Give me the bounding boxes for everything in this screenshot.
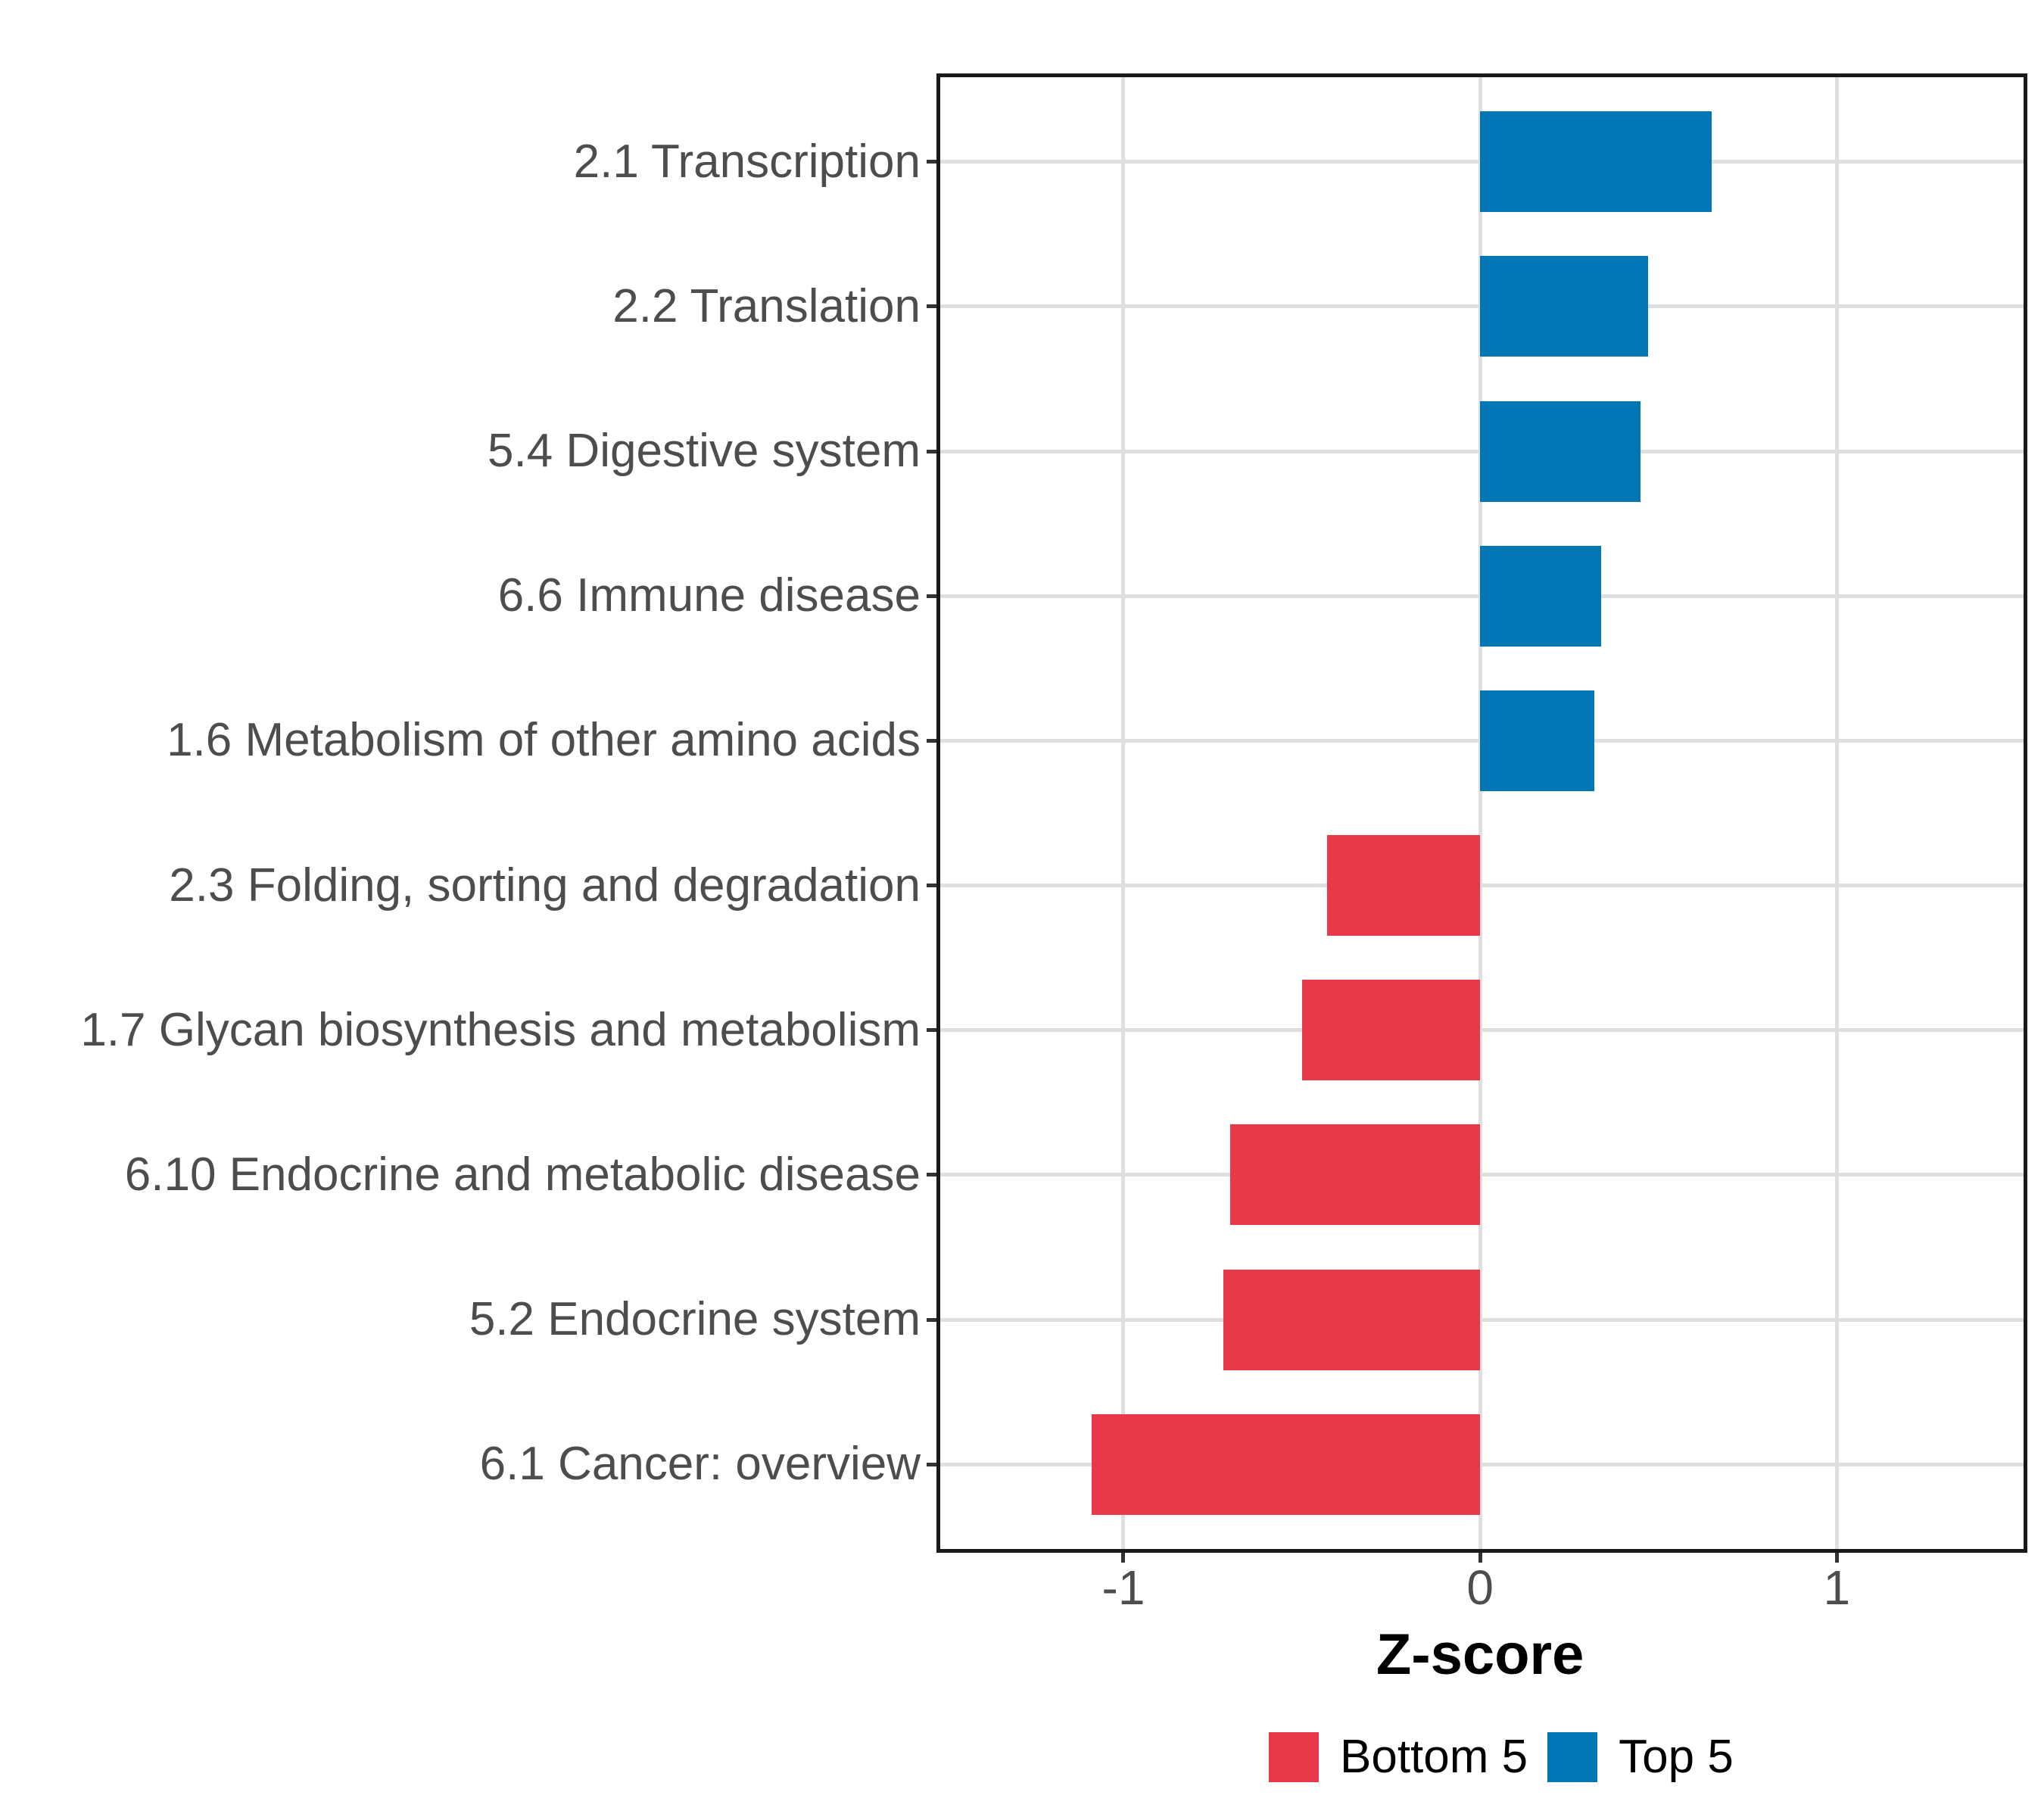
- y-axis-tick: [927, 160, 936, 164]
- x-axis-tick: [1121, 1553, 1126, 1563]
- x-gridline: [1478, 75, 1482, 1551]
- x-axis-tick: [1834, 1553, 1839, 1563]
- y-category-label: 2.3 Folding, sorting and degradation: [169, 859, 921, 912]
- legend: Bottom 5 Top 5: [1269, 1730, 1734, 1784]
- x-axis-title: Z-score: [1376, 1622, 1584, 1687]
- y-gridline: [938, 1028, 2026, 1033]
- x-tick-label: -1: [1101, 1560, 1145, 1615]
- y-gridline: [938, 1462, 2026, 1466]
- x-axis-tick: [1478, 1553, 1482, 1563]
- legend-item-bottom5: Bottom 5: [1269, 1730, 1528, 1784]
- y-category-label: 5.4 Digestive system: [488, 425, 921, 478]
- bar-top5: [1480, 690, 1594, 791]
- y-axis-tick: [927, 1173, 936, 1177]
- bar-top5: [1480, 256, 1648, 357]
- y-category-label: 2.2 Translation: [612, 279, 921, 332]
- bar-bottom5: [1326, 835, 1481, 937]
- legend-swatch-top5: [1547, 1731, 1598, 1782]
- bar-top5: [1480, 111, 1712, 213]
- bar-top5: [1480, 400, 1641, 502]
- bar-bottom5: [1301, 980, 1481, 1081]
- x-gridline: [1834, 75, 1839, 1551]
- y-axis-tick: [927, 449, 936, 453]
- y-axis-tick: [927, 738, 936, 743]
- y-axis-tick: [927, 1028, 936, 1033]
- legend-item-top5: Top 5: [1547, 1730, 1734, 1784]
- y-category-label: 6.1 Cancer: overview: [479, 1438, 921, 1491]
- y-gridline: [938, 1173, 2026, 1177]
- y-axis-tick: [927, 884, 936, 888]
- bar-top5: [1480, 545, 1602, 647]
- y-axis-tick: [927, 1462, 936, 1466]
- bar-bottom5: [1091, 1413, 1481, 1515]
- y-category-label: 5.2 Endocrine system: [469, 1293, 921, 1346]
- y-category-label: 6.6 Immune disease: [497, 569, 921, 622]
- x-gridline: [1121, 75, 1126, 1551]
- legend-label-bottom5: Bottom 5: [1340, 1731, 1528, 1783]
- y-axis-tick: [927, 304, 936, 309]
- bar-bottom5: [1223, 1269, 1481, 1370]
- y-gridline: [938, 1317, 2026, 1322]
- y-gridline: [938, 884, 2026, 888]
- y-category-label: 2.1 Transcription: [573, 135, 921, 188]
- legend-label-top5: Top 5: [1619, 1731, 1734, 1783]
- plot-panel: [938, 75, 2026, 1551]
- y-axis-tick: [927, 594, 936, 598]
- x-tick-label: 1: [1823, 1560, 1851, 1615]
- legend-swatch-bottom5: [1269, 1731, 1319, 1782]
- y-category-label: 1.7 Glycan biosynthesis and metabolism: [80, 1003, 921, 1056]
- bar-bottom5: [1230, 1124, 1481, 1226]
- y-category-label: 6.10 Endocrine and metabolic disease: [124, 1148, 921, 1201]
- y-axis-tick: [927, 1317, 936, 1322]
- x-tick-label: 0: [1466, 1560, 1494, 1615]
- y-category-label: 1.6 Metabolism of other amino acids: [167, 714, 921, 767]
